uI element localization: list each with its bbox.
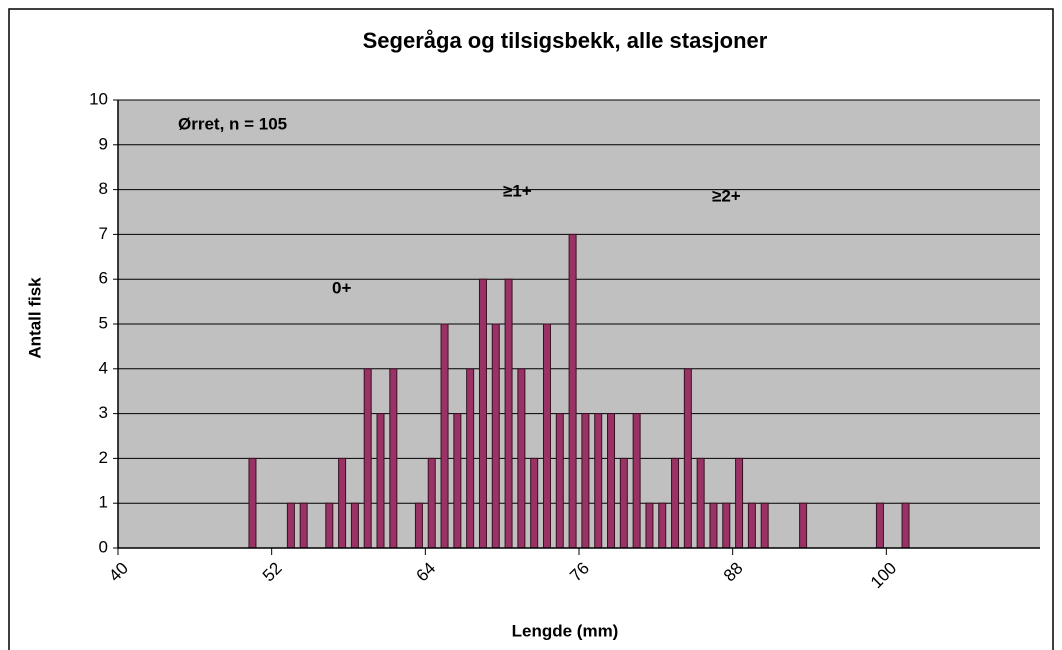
bar xyxy=(722,502,731,549)
bar xyxy=(466,368,475,549)
bar xyxy=(504,278,513,549)
y-tick-label: 3 xyxy=(99,403,108,422)
bar xyxy=(594,413,603,549)
bar xyxy=(286,502,295,549)
bar xyxy=(299,502,308,549)
y-axis-label: Antall fisk xyxy=(25,277,44,359)
y-tick-label: 5 xyxy=(99,313,108,332)
bar xyxy=(542,323,551,549)
bar xyxy=(248,457,257,549)
y-tick-label: 6 xyxy=(99,269,108,288)
y-tick-label: 1 xyxy=(99,493,108,512)
y-tick-label: 10 xyxy=(89,89,108,108)
bar xyxy=(453,413,462,549)
bar xyxy=(901,502,910,549)
bar xyxy=(799,502,808,549)
y-tick-label: 4 xyxy=(99,358,108,377)
bar xyxy=(683,368,692,549)
y-tick-label: 7 xyxy=(99,224,108,243)
bar xyxy=(363,368,372,549)
chart-title: Segeråga og tilsigsbekk, alle stasjoner xyxy=(363,28,768,53)
annotation: ≥1+ xyxy=(503,181,532,200)
bar xyxy=(530,457,539,549)
bar xyxy=(325,502,334,549)
y-tick-label: 0 xyxy=(99,537,108,556)
bar xyxy=(760,502,769,549)
bar xyxy=(619,457,628,549)
annotation: Ørret, n = 105 xyxy=(178,114,287,133)
x-axis-label: Lengde (mm) xyxy=(512,621,619,640)
bar xyxy=(747,502,756,549)
bar xyxy=(875,502,884,549)
bar xyxy=(581,413,590,549)
bar xyxy=(491,323,500,549)
y-tick-label: 9 xyxy=(99,134,108,153)
bar xyxy=(645,502,654,549)
bar xyxy=(517,368,526,549)
bar xyxy=(555,413,564,549)
bar xyxy=(671,457,680,549)
bar xyxy=(414,502,423,549)
y-tick-label: 2 xyxy=(99,448,108,467)
annotation: 0+ xyxy=(332,278,351,297)
bar xyxy=(338,457,347,549)
bar xyxy=(735,457,744,549)
bar xyxy=(568,233,577,549)
bar xyxy=(632,413,641,549)
bar xyxy=(696,457,705,549)
bar xyxy=(440,323,449,549)
bar xyxy=(389,368,398,549)
bar xyxy=(427,457,436,549)
annotation: ≥2+ xyxy=(712,186,741,205)
bar xyxy=(607,413,616,549)
bar xyxy=(376,413,385,549)
bar xyxy=(658,502,667,549)
y-tick-label: 8 xyxy=(99,179,108,198)
bar xyxy=(709,502,718,549)
bar xyxy=(350,502,359,549)
bar xyxy=(478,278,487,549)
